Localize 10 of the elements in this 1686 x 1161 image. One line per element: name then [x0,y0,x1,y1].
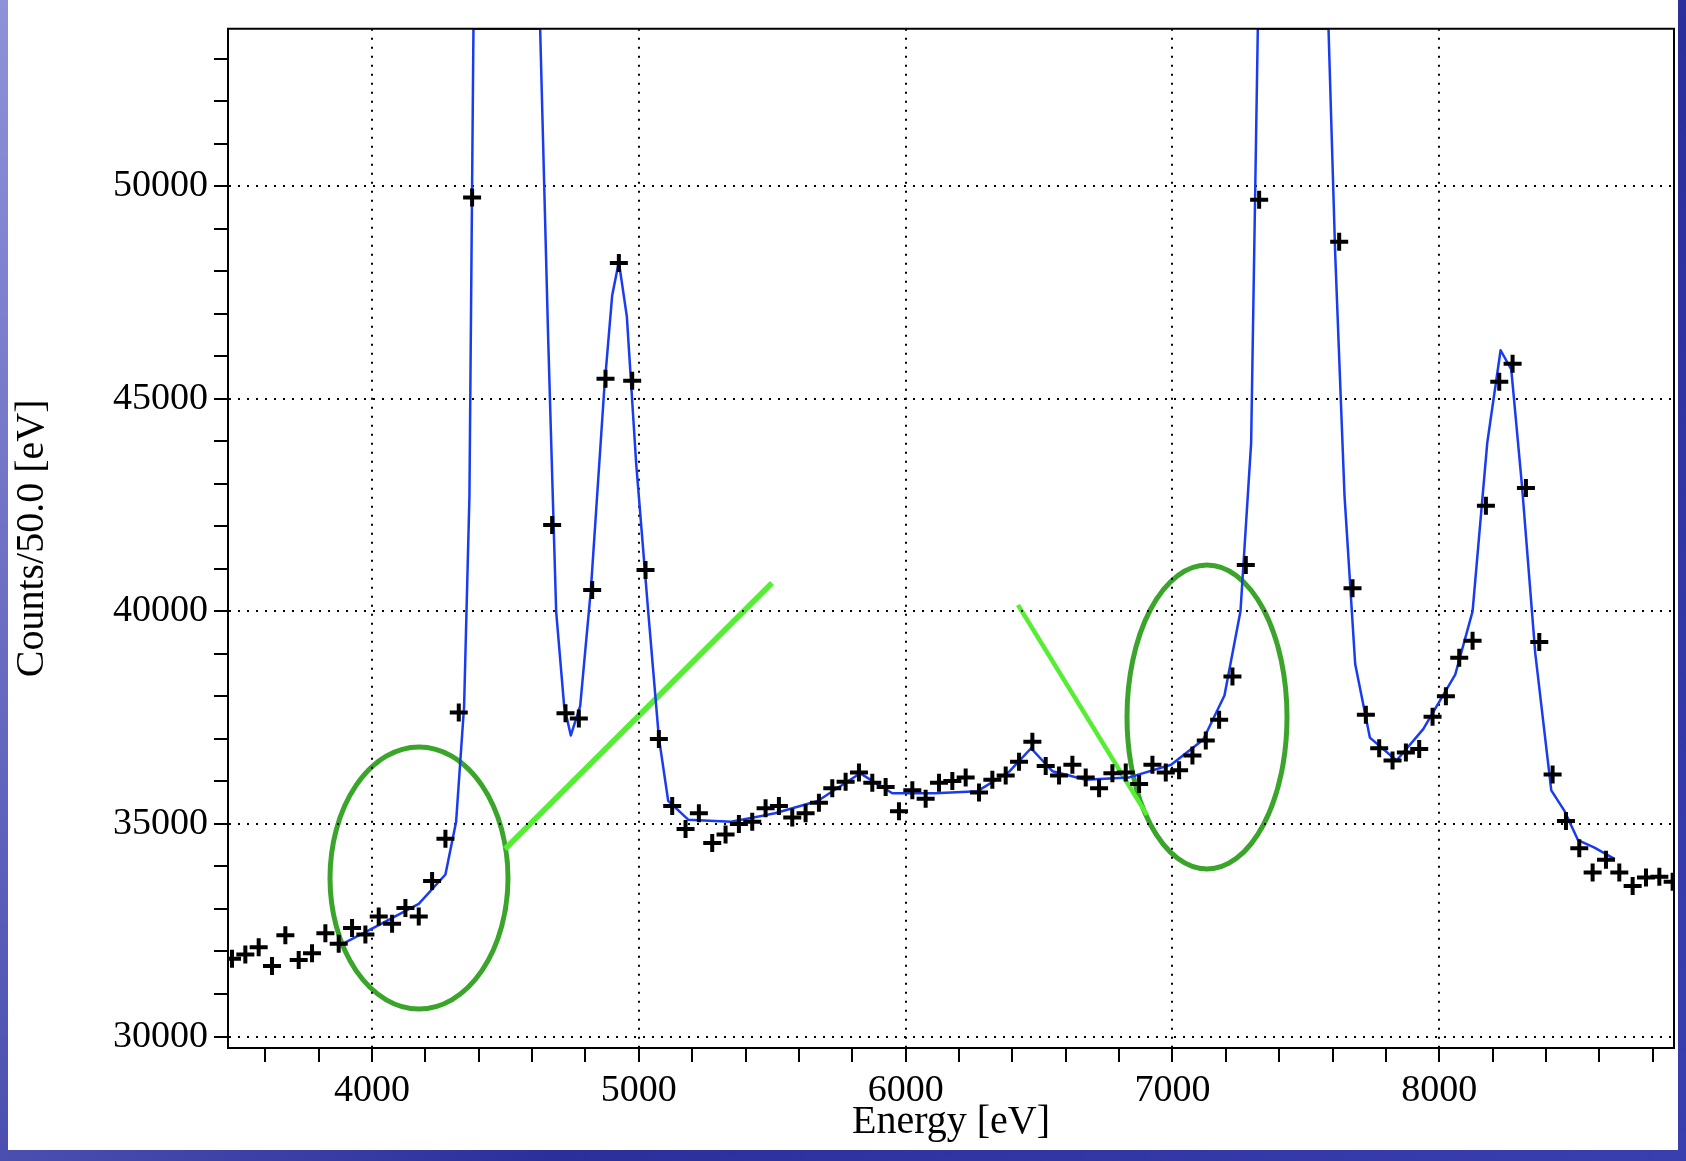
y-tick-label: 50000 [113,162,208,205]
x-tick-label: 7000 [1134,1066,1211,1109]
x-tick-label: 4000 [334,1066,411,1109]
x-tick-label: 8000 [1401,1066,1478,1109]
y-tick-label: 45000 [113,374,208,417]
y-axis-title: Counts/50.0 [eV] [6,399,52,678]
y-tick-label: 35000 [113,799,208,842]
y-tick-label: 40000 [113,587,208,630]
x-tick-label: 5000 [600,1066,677,1109]
y-tick-label: 30000 [113,1012,208,1055]
